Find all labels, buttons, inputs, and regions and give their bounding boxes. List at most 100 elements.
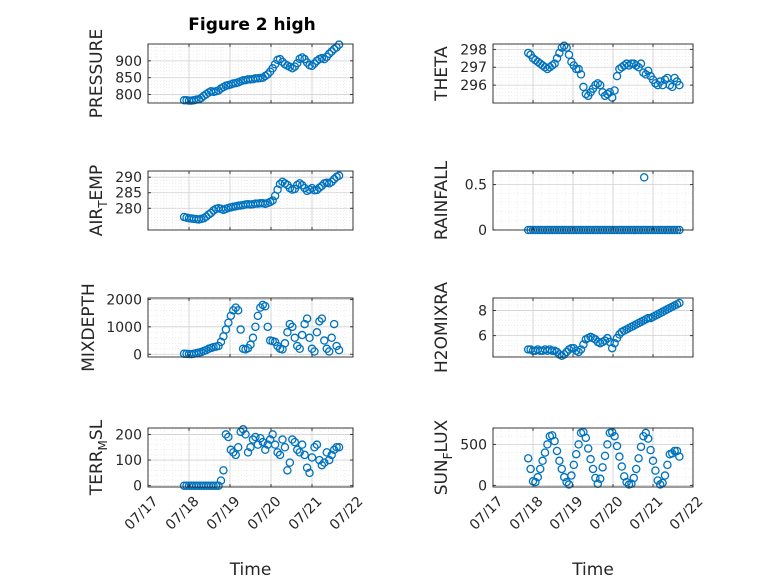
pressure-data-point <box>292 58 302 68</box>
theta-data-point <box>571 64 581 74</box>
terr-msl-data-point <box>265 435 275 444</box>
rainfall-axes-bg <box>493 171 693 230</box>
terr-msl-data-point <box>332 442 341 452</box>
terr-msl-data-point <box>290 437 300 447</box>
mixdepth-data-point <box>285 319 295 329</box>
sun-flux-y-axis-label: SUNFLUX <box>432 419 455 495</box>
sun-flux-data-point <box>670 446 679 456</box>
pressure-y-tick-label: 800 <box>115 88 142 104</box>
h2omixra-y-tick-label: 6 <box>478 329 487 345</box>
theta-data-point <box>636 59 646 68</box>
theta-data-point <box>607 93 617 102</box>
terr-msl-y-axis-label: TERRMSL <box>87 419 110 496</box>
terr-msl-data-point <box>280 442 290 452</box>
mixdepth-data-point <box>229 306 238 315</box>
pressure-data-point <box>270 59 280 69</box>
mixdepth-data-point <box>324 347 334 356</box>
sun-flux-data-point <box>607 427 617 437</box>
h2omixra-data-point <box>574 347 583 357</box>
sun-flux-data-point <box>586 454 595 464</box>
mixdepth-data-point <box>236 325 245 334</box>
terr-msl-data-point <box>275 450 285 460</box>
terr-msl-data-point <box>312 440 322 449</box>
mixdepth-data-point <box>334 345 344 355</box>
terr-msl-data-point <box>278 435 287 444</box>
terr-msl-data-point <box>211 481 221 490</box>
terr-msl-data-point <box>216 476 226 485</box>
theta-data-point <box>675 80 684 90</box>
theta-data-point <box>631 61 641 70</box>
sun-flux-data-point <box>631 464 641 474</box>
air-temp-data-point <box>268 196 277 205</box>
sun-flux-y-tick-label: 500 <box>460 437 487 453</box>
terr-msl-axes-bg <box>148 428 353 487</box>
sun-flux-data-point <box>612 441 622 451</box>
mixdepth-data-point <box>300 319 309 329</box>
mixdepth-data-point <box>327 333 336 343</box>
sun-flux-data-point <box>675 452 684 461</box>
mixdepth-data-point <box>320 336 329 345</box>
sun-flux-data-point <box>540 448 550 457</box>
sun-flux-data-point <box>569 460 579 470</box>
terr-msl-x-axis-label: Time <box>229 560 272 580</box>
terr-msl-data-point <box>283 466 292 475</box>
theta-y-tick-label: 297 <box>460 60 487 76</box>
pressure-y-axis-label: PRESSURE <box>87 29 107 118</box>
sun-flux-data-point <box>533 472 543 482</box>
terr-msl-data-point <box>221 430 231 439</box>
theta-data-point <box>610 86 619 95</box>
terr-msl-data-point <box>229 448 238 457</box>
pressure-y-tick-label: 900 <box>115 54 142 70</box>
mixdepth-data-point <box>292 341 302 351</box>
theta-y-axis-label: THETA <box>432 46 452 102</box>
sun-flux-data-point <box>531 477 540 487</box>
mixdepth-data-point <box>253 311 263 321</box>
terr-msl-data-point <box>219 466 228 475</box>
rainfall-y-tick-label: 0.5 <box>465 178 487 194</box>
sun-flux-x-axis-label: Time <box>571 560 614 580</box>
terr-msl-data-point <box>251 432 260 442</box>
sun-flux-data-point <box>523 454 533 463</box>
mixdepth-data-point <box>251 322 260 332</box>
mixdepth-data-point <box>290 333 300 343</box>
sun-flux-data-point <box>667 449 677 458</box>
sun-flux-data-point <box>557 464 567 474</box>
sun-flux-x-tick-label: 07/22 <box>667 494 707 534</box>
mixdepth-data-point <box>295 344 304 354</box>
terr-msl-y-tick-label: 0 <box>133 479 142 495</box>
air-temp-y-tick-label: 290 <box>115 170 142 186</box>
mixdepth-data-point <box>231 303 240 312</box>
mixdepth-data-point <box>261 301 270 311</box>
theta-data-point <box>574 64 583 74</box>
mixdepth-data-point <box>248 333 258 343</box>
sun-flux-x-tick-label: 07/18 <box>507 494 547 534</box>
theta-data-point <box>639 68 648 77</box>
mixdepth-data-point <box>288 322 297 332</box>
h2omixra-data-point <box>610 338 619 348</box>
sun-flux-x-tick-label: 07/19 <box>547 494 587 534</box>
h2omixra-data-point <box>547 346 557 355</box>
pressure-data-point <box>275 54 285 64</box>
terr-msl-x-tick-label: 07/22 <box>327 494 367 534</box>
terr-msl-data-point <box>288 435 297 444</box>
terr-msl-data-point <box>209 481 218 490</box>
air-temp-axes-frame <box>147 170 354 231</box>
terr-msl-data-point <box>241 430 250 439</box>
terr-msl-x-tick-label: 07/18 <box>163 494 203 534</box>
h2omixra-data-point <box>579 340 588 349</box>
h2omixra-data-point <box>576 345 586 354</box>
theta-data-point <box>552 54 562 63</box>
terr-msl-data-point <box>322 448 332 457</box>
sun-flux-x-tick-label: 07/17 <box>467 494 507 534</box>
mixdepth-y-tick-label: 1000 <box>106 320 142 336</box>
rainfall-y-axis-label: RAINFALL <box>432 160 452 240</box>
terr-msl-data-point <box>226 445 236 455</box>
pressure-data-point <box>334 40 344 49</box>
terr-msl-data-point <box>327 450 336 460</box>
sun-flux-data-point <box>588 464 598 474</box>
mixdepth-data-point <box>315 317 324 326</box>
sun-flux-data-point <box>543 440 552 449</box>
pressure-data-point <box>327 47 336 56</box>
h2omixra-data-point <box>675 298 684 308</box>
pressure-data-point <box>307 61 317 71</box>
